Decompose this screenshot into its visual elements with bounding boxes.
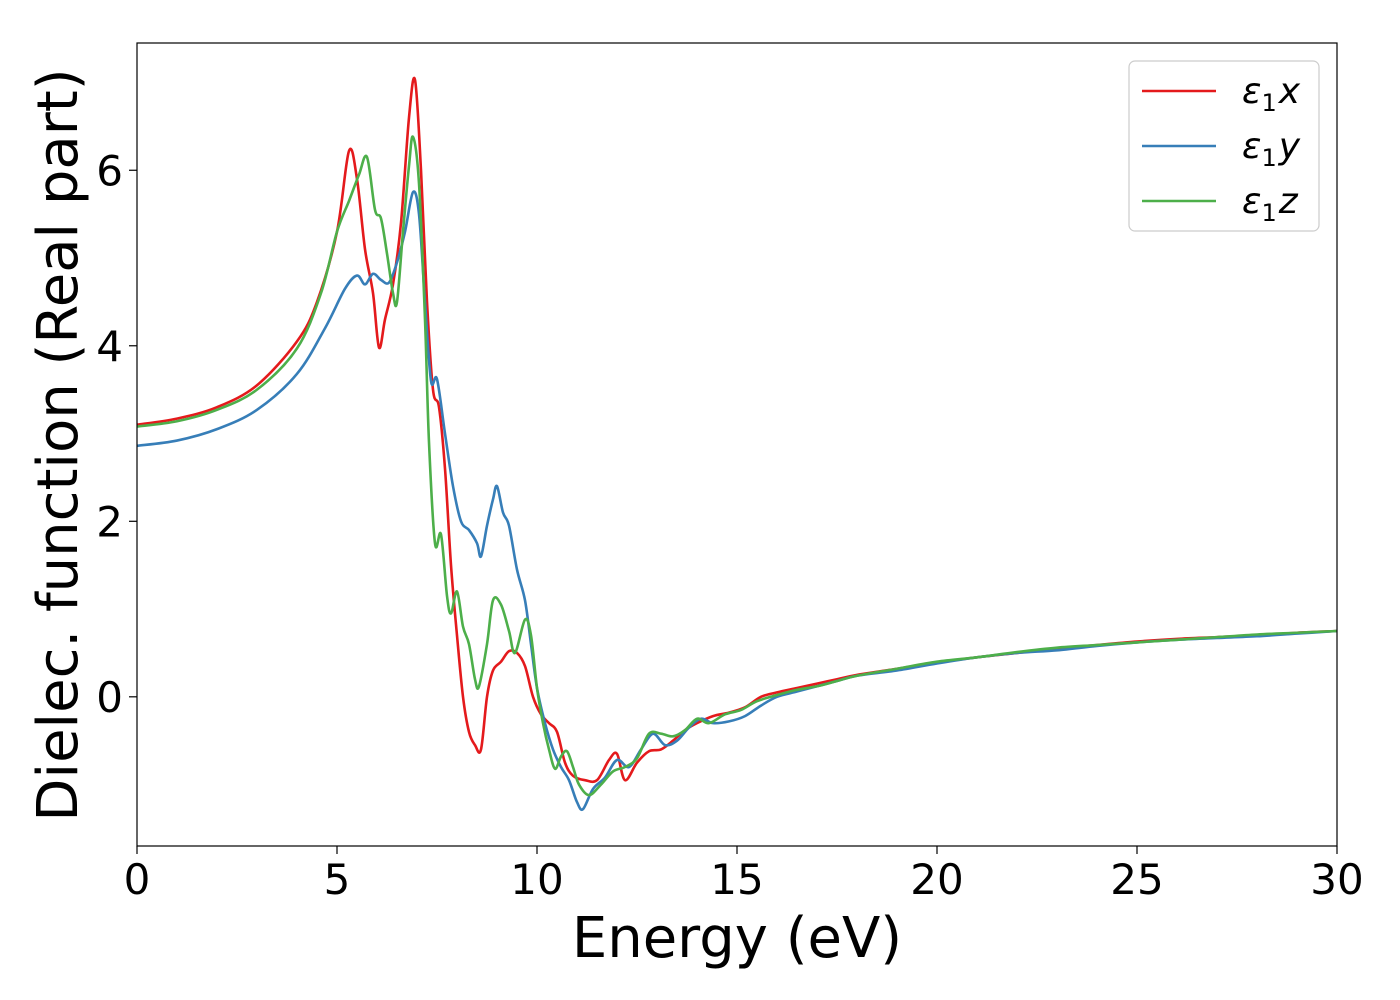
y-axis: 0 2 4 6 [96, 146, 137, 722]
legend-label-x: ε1x [1242, 71, 1301, 117]
legend-box [1128, 60, 1320, 232]
legend-label-z: ε1z [1242, 181, 1299, 227]
x-tick-label: 15 [710, 855, 763, 904]
x-tick-label: 20 [910, 855, 963, 904]
y-tick-label: 0 [96, 673, 123, 722]
y-tick-label: 2 [96, 497, 123, 546]
legend-label-y: ε1y [1242, 126, 1301, 172]
x-axis: 0 5 10 15 20 25 30 [124, 846, 1364, 904]
series-line-z [137, 135, 1337, 797]
x-tick-label: 30 [1310, 855, 1363, 904]
y-tick-label: 6 [96, 146, 123, 195]
x-tick-label: 0 [124, 855, 151, 904]
legend: ε1x ε1y ε1z [1128, 60, 1320, 232]
y-tick-label: 4 [96, 322, 123, 371]
x-tick-label: 10 [510, 855, 563, 904]
y-axis-title: Dielec. function (Real part) [26, 68, 91, 821]
x-tick-label: 5 [324, 855, 351, 904]
x-tick-label: 25 [1110, 855, 1163, 904]
x-axis-title: Energy (eV) [572, 906, 902, 971]
plot-lines [137, 76, 1337, 811]
